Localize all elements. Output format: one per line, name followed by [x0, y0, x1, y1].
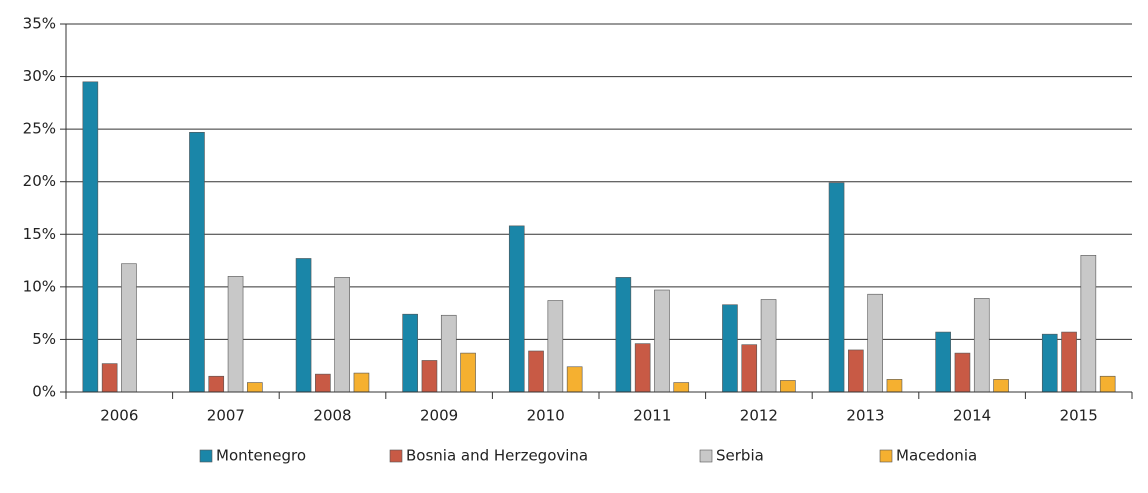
bar	[208, 375, 225, 393]
bar	[828, 182, 845, 393]
bar	[1041, 333, 1058, 393]
y-tick-label: 30%	[23, 67, 56, 85]
y-tick-label: 35%	[23, 15, 56, 33]
y-tick-label: 0%	[32, 383, 56, 401]
bar	[722, 304, 738, 393]
bar	[247, 382, 263, 393]
bar	[886, 379, 903, 393]
y-tick-label: 25%	[23, 120, 56, 138]
x-tick-label: 2012	[740, 407, 778, 425]
bar	[848, 349, 864, 393]
x-tick-label: 2013	[846, 407, 884, 425]
y-tick-label: 5%	[32, 330, 56, 348]
x-tick-label: 2008	[313, 407, 351, 425]
bar	[566, 366, 583, 393]
bar	[867, 293, 883, 393]
bar	[440, 314, 457, 393]
legend-label: Serbia	[716, 447, 764, 465]
bar	[1099, 375, 1116, 393]
bar	[973, 298, 990, 393]
y-tick-label: 20%	[23, 172, 56, 190]
x-tick-label: 2010	[527, 407, 565, 425]
bar	[295, 258, 312, 393]
bar	[780, 380, 796, 393]
bar	[315, 373, 331, 393]
y-tick-label: 15%	[23, 225, 56, 243]
bar	[353, 372, 370, 393]
bar	[121, 263, 137, 393]
bar	[508, 225, 525, 393]
x-tick-label: 2009	[420, 407, 458, 425]
x-tick-label: 2015	[1060, 407, 1098, 425]
legend-swatch	[199, 449, 213, 463]
x-tick-label: 2011	[633, 407, 671, 425]
bar	[1061, 331, 1077, 393]
y-tick-label: 10%	[23, 277, 56, 295]
bar	[528, 350, 544, 393]
bar	[227, 276, 244, 393]
bar	[1080, 255, 1097, 393]
bar	[741, 344, 758, 393]
bar	[760, 299, 777, 393]
legend-label: Bosnia and Herzegovina	[406, 447, 588, 465]
bar	[189, 131, 205, 393]
bar	[993, 379, 1009, 393]
bar	[935, 331, 951, 393]
bar	[334, 277, 350, 393]
bar	[547, 300, 564, 393]
bar	[421, 360, 438, 393]
legend-label: Montenegro	[216, 447, 306, 465]
bar	[460, 352, 476, 393]
legend-label: Macedonia	[896, 447, 977, 465]
bar	[615, 277, 632, 393]
bar	[101, 363, 118, 393]
x-tick-label: 2014	[953, 407, 991, 425]
bar	[402, 313, 418, 393]
bar	[654, 289, 670, 393]
legend-swatch	[879, 449, 893, 463]
bar	[634, 343, 651, 393]
legend-swatch	[389, 449, 403, 463]
bar	[954, 352, 971, 393]
x-tick-label: 2007	[207, 407, 245, 425]
bar	[82, 81, 99, 393]
legend-swatch	[699, 449, 713, 463]
bar	[673, 382, 690, 393]
x-tick-label: 2006	[100, 407, 138, 425]
